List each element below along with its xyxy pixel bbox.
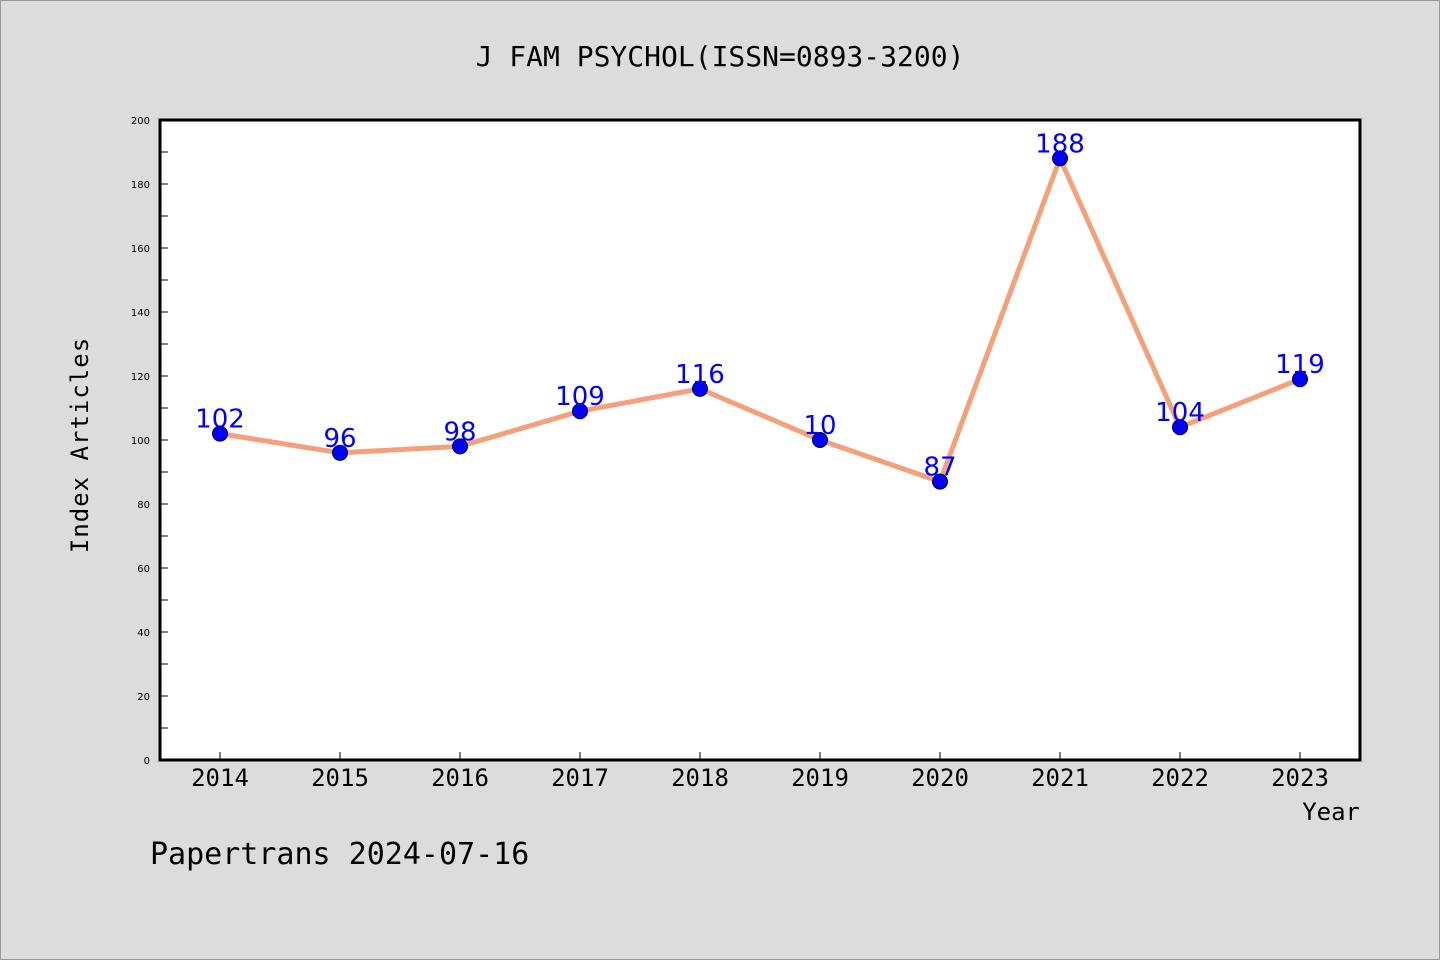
y-tick-label: 80 [137,500,150,511]
data-point [212,425,228,442]
y-tick-label: 180 [131,180,150,191]
data-point [932,473,948,490]
series-line [219,155,1301,485]
series-group: 102 96 98 109 116 10 87 188 104 119 [195,129,1325,490]
x-tick-label: 2018 [671,764,729,792]
y-tick-label: 0 [144,756,150,767]
footer-text: Papertrans 2024-07-16 [150,837,529,872]
data-label: 102 [195,405,245,435]
x-tick-label: 2021 [1031,764,1089,792]
plot-area [158,118,1362,762]
data-label: 87 [923,453,956,483]
data-point [692,380,708,397]
y-tick-label: 120 [131,372,150,383]
y-tick-label: 140 [131,308,150,319]
y-axis-label: Index Articles [66,337,94,553]
data-label: 10 [803,411,836,441]
data-point [1052,150,1068,167]
y-tick-label: 40 [137,628,150,639]
data-point [1292,371,1308,388]
data-point [452,438,468,455]
x-tick-label: 2017 [551,764,609,792]
x-axis-label: Year [1302,798,1360,826]
data-label: 188 [1035,129,1085,159]
data-point [572,403,588,420]
x-tick-label: 2014 [191,764,249,792]
data-label: 109 [555,382,605,412]
y-tick-label: 100 [131,436,150,447]
data-point [332,444,348,461]
y-axis: 0 20 40 60 80 100 120 140 160 180 200 [131,116,168,767]
data-point [1172,419,1188,436]
x-tick-label: 2015 [311,764,369,792]
data-label: 119 [1275,350,1325,380]
y-tick-label: 200 [131,116,150,127]
x-tick-label: 2022 [1151,764,1209,792]
x-tick-label: 2019 [791,764,849,792]
x-tick-label: 2023 [1271,764,1329,792]
data-label: 98 [443,417,476,447]
data-label: 104 [1155,398,1205,428]
x-axis: 2014 2015 2016 2017 2018 2019 2020 2021 2022 2023 [191,752,1329,792]
y-tick-label: 60 [137,564,150,575]
data-label: 116 [675,360,725,390]
x-tick-label: 2020 [911,764,969,792]
data-label: 96 [323,424,356,454]
x-tick-label: 2016 [431,764,489,792]
y-tick-label: 20 [137,692,150,703]
chart-title: J FAM PSYCHOL(ISSN=0893-3200) [476,40,965,73]
data-point [812,432,828,448]
y-tick-label: 160 [131,244,150,255]
